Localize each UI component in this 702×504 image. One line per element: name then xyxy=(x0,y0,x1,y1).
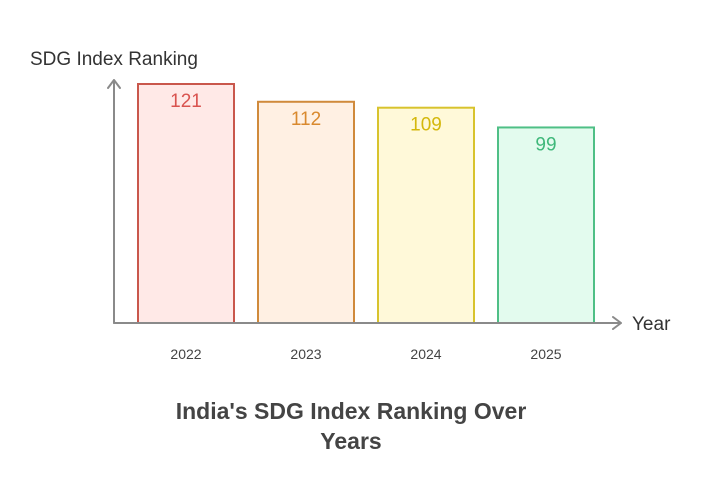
chart-title-line-1: India's SDG Index Ranking Over xyxy=(175,398,527,424)
bar-2025 xyxy=(497,126,595,324)
bar-2024 xyxy=(377,106,475,324)
data-label-2024: 109 xyxy=(410,115,442,136)
chart-title-line-2: Years xyxy=(320,428,382,454)
x-tick-2022: 2022 xyxy=(170,346,201,362)
bars-group: 121 112 109 99 xyxy=(137,83,595,325)
y-axis-line xyxy=(107,79,121,324)
x-tick-2023: 2023 xyxy=(290,346,321,362)
y-axis-title: SDG Index Ranking xyxy=(30,49,198,70)
x-axis-line xyxy=(113,316,622,330)
data-label-2022: 121 xyxy=(170,91,202,112)
data-label-2023: 112 xyxy=(291,109,321,130)
x-tick-2024: 2024 xyxy=(410,346,441,362)
chart-title: India's SDG Index Ranking Over Years xyxy=(0,396,702,456)
data-label-2025: 99 xyxy=(535,134,556,155)
x-axis-title: Year xyxy=(632,314,671,335)
bar-2022 xyxy=(137,83,235,324)
bar-2023 xyxy=(257,100,355,325)
x-tick-labels: 2022 2023 2024 2025 xyxy=(170,346,561,362)
x-tick-2025: 2025 xyxy=(530,346,561,362)
